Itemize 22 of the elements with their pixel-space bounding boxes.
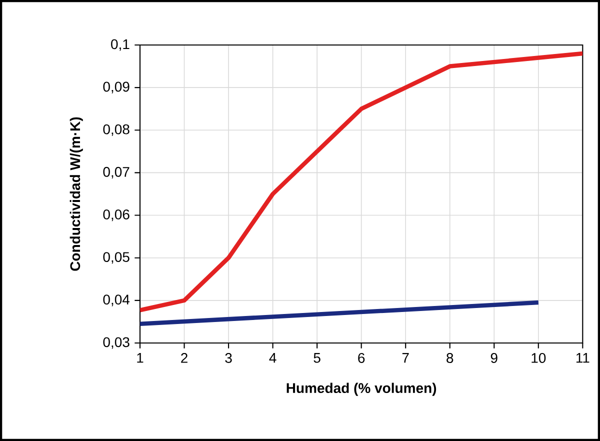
x-tick-label: 8 [446, 353, 454, 363]
line-series [140, 51, 583, 312]
y-tick-label: 0,1 [111, 39, 130, 51]
x-tick-label: 4 [269, 353, 276, 363]
y-tick-label: 0,08 [103, 124, 130, 136]
y-tick-label: 0,09 [103, 82, 130, 94]
x-tick-label: 6 [358, 353, 365, 363]
x-tick-label: 2 [181, 353, 188, 363]
y-tick-label: 0,06 [103, 210, 130, 222]
x-tick-label: 3 [225, 353, 232, 363]
x-tick-label: 9 [490, 353, 498, 363]
y-axis-title: Conductividad W/(m·K) [70, 117, 83, 271]
x-tick-label: 10 [532, 353, 546, 363]
x-axis-title: Humedad (% volumen) [286, 382, 436, 396]
x-tick-label: 7 [402, 353, 409, 363]
x-tick-label: 5 [314, 353, 320, 363]
y-tick-label: 0,05 [103, 252, 130, 264]
x-tick-label: 1 [137, 353, 144, 363]
x-tick-label: 11 [576, 353, 590, 363]
y-tick-label: 0,07 [103, 166, 130, 178]
y-tick-label: 0,03 [103, 337, 130, 349]
y-tick-label: 0,04 [103, 294, 130, 306]
